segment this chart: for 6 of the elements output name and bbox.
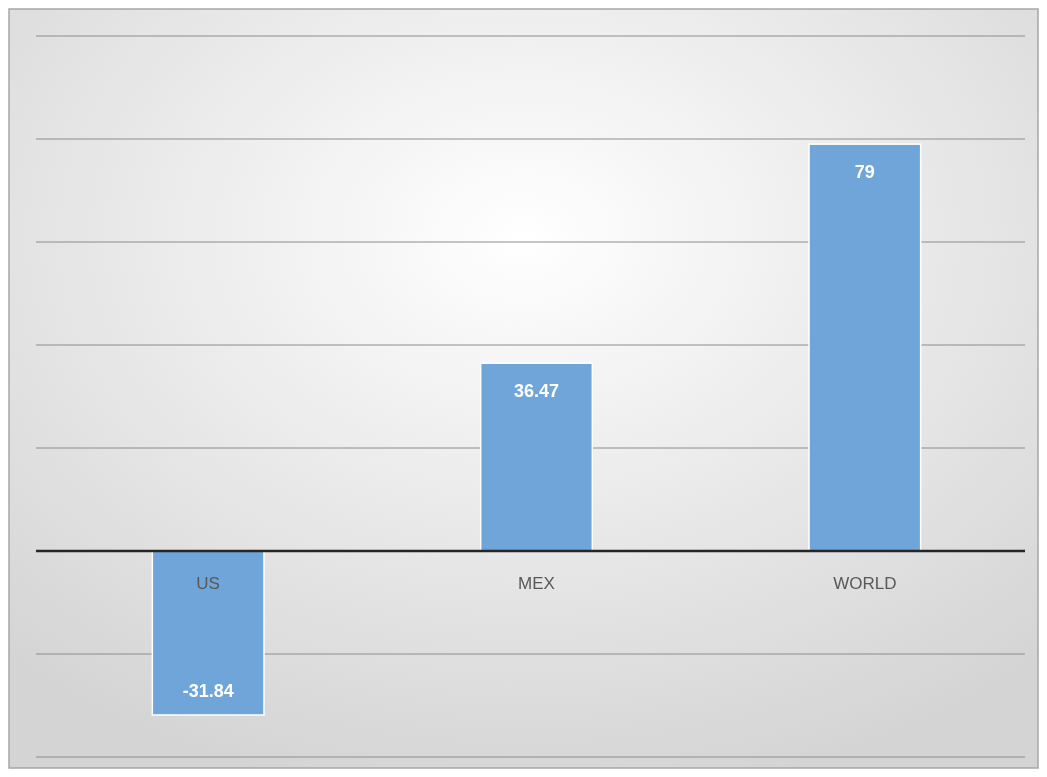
x-tick-label: US — [196, 574, 220, 593]
x-tick-label: WORLD — [833, 574, 897, 593]
x-tick-label: MEX — [518, 574, 555, 593]
data-label: 79 — [854, 162, 875, 183]
data-label: 36.47 — [513, 381, 560, 402]
data-label: -31.84 — [182, 680, 234, 701]
